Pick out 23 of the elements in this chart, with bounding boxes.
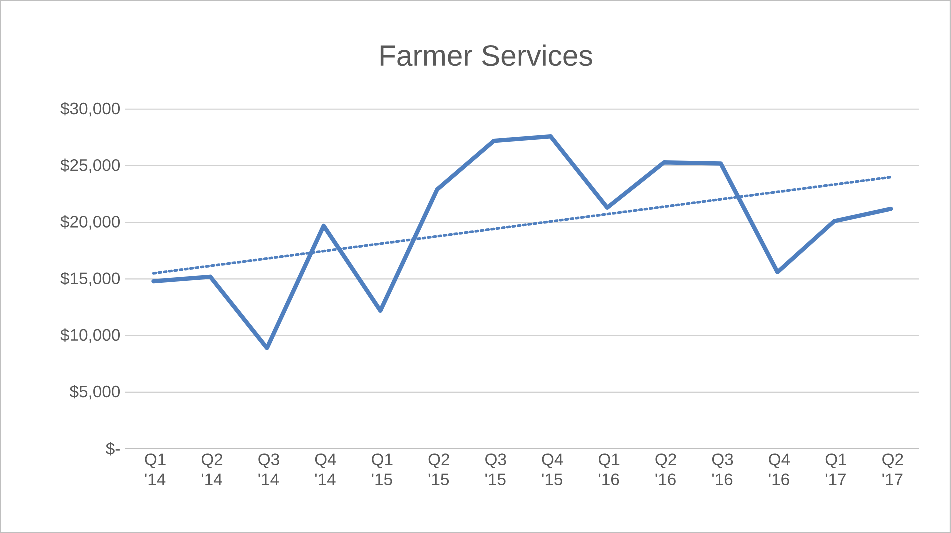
x-tick-label: Q2 '15 [428, 454, 450, 486]
y-tick-label: $15,000 [60, 272, 120, 286]
x-tick-label: Q2 '14 [202, 454, 223, 486]
x-tick-label: Q1 '15 [372, 454, 393, 486]
x-tick-label: Q3 '14 [258, 454, 280, 486]
line-series [152, 134, 894, 350]
x-tick-label: Q1 '14 [145, 454, 166, 486]
x-tick-label: Q1 '16 [599, 454, 620, 486]
y-tick-label: $5,000 [70, 384, 120, 400]
x-tick-label: Q4 '15 [542, 454, 564, 486]
chart-title: Farmer Services [380, 44, 592, 66]
y-tick-label: $10,000 [60, 328, 120, 343]
x-tick-label: Q1 '17 [826, 454, 846, 486]
x-tick-label: Q4 '16 [769, 454, 790, 486]
x-tick-label: Q4 '14 [315, 454, 336, 486]
x-tick-label: Q2 '17 [882, 454, 904, 486]
x-tick-label: Q3 '16 [712, 454, 734, 486]
y-tick-label: $25,000 [60, 158, 120, 174]
y-tick-label: $- [106, 442, 120, 456]
y-tick-label: $20,000 [60, 215, 120, 230]
x-tick-label: Q2 '16 [656, 454, 676, 486]
x-tick-label: Q3 '15 [486, 454, 506, 486]
y-tick-label: $30,000 [60, 102, 120, 116]
